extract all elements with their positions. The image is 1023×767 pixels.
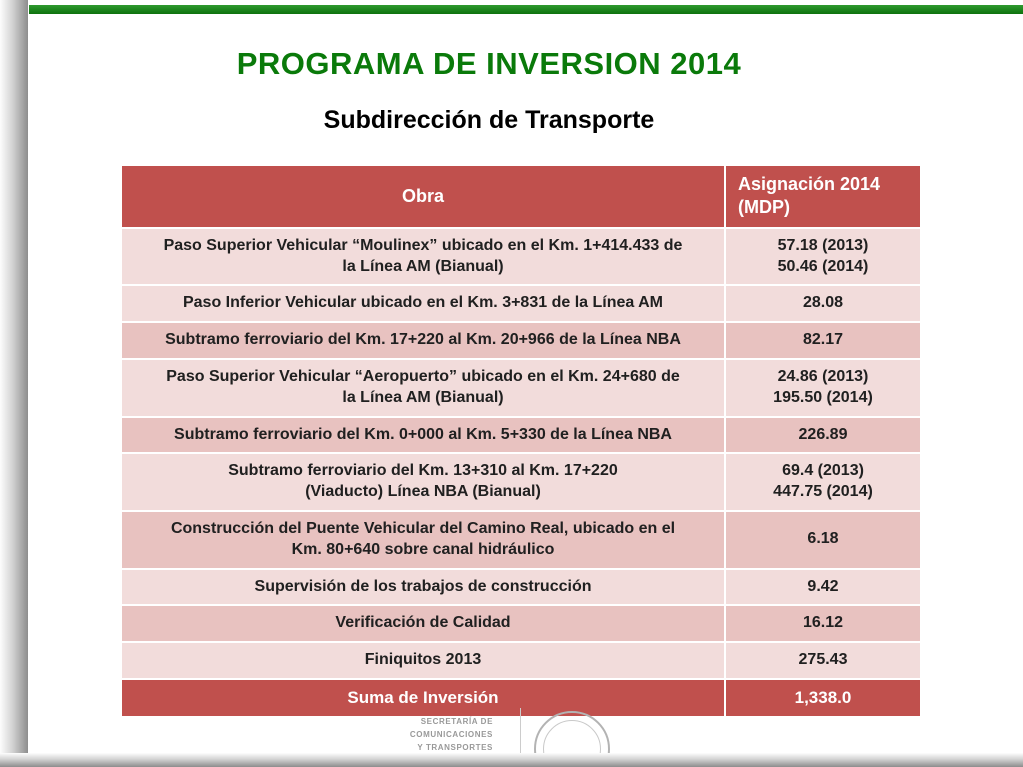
- table-row: Paso Inferior Vehicular ubicado en el Km…: [120, 284, 922, 324]
- sct-logo-text: SECRETARÍA DE COMUNICACIONES Y TRANSPORT…: [409, 717, 493, 752]
- asignacion-cell: 16.12: [724, 604, 922, 644]
- left-gray-bar: [0, 0, 28, 767]
- table-row: Subtramo ferroviario del Km. 17+220 al K…: [120, 321, 922, 360]
- obra-cell: Paso Superior Vehicular “Aeropuerto” ubi…: [120, 357, 726, 418]
- column-header-asignacion: Asignación 2014 (MDP): [724, 164, 922, 229]
- asignacion-cell: 6.18: [724, 509, 922, 570]
- table-row: Paso Superior Vehicular “Aeropuerto” ubi…: [120, 357, 922, 418]
- asignacion-cell: 82.17: [724, 321, 922, 360]
- asignacion-cell: 69.4 (2013) 447.75 (2014): [724, 452, 922, 512]
- total-value-cell: 1,338.0: [724, 677, 922, 719]
- investment-table: Obra Asignación 2014 (MDP) Paso Superior…: [120, 164, 922, 719]
- total-label-cell: Suma de Inversión: [120, 677, 726, 719]
- obra-cell: Verificación de Calidad: [120, 604, 726, 644]
- asignacion-cell: 275.43: [724, 641, 922, 680]
- table-row: Finiquitos 2013 275.43: [120, 641, 922, 680]
- obra-cell: Paso Inferior Vehicular ubicado en el Km…: [120, 284, 726, 324]
- obra-cell: Subtramo ferroviario del Km. 17+220 al K…: [120, 321, 726, 360]
- total-row: Suma de Inversión 1,338.0: [120, 677, 922, 719]
- obra-cell: Paso Superior Vehicular “Moulinex” ubica…: [120, 226, 726, 287]
- asignacion-cell: 9.42: [724, 567, 922, 607]
- asignacion-cell: 57.18 (2013) 50.46 (2014): [724, 226, 922, 287]
- bottom-gray-bar: [0, 753, 1023, 767]
- table-row: Subtramo ferroviario del Km. 13+310 al K…: [120, 452, 922, 512]
- asignacion-cell: 226.89: [724, 415, 922, 455]
- column-header-obra: Obra: [120, 164, 726, 229]
- asignacion-cell: 24.86 (2013) 195.50 (2014): [724, 357, 922, 418]
- table-row: Construcción del Puente Vehicular del Ca…: [120, 509, 922, 570]
- obra-cell: Supervisión de los trabajos de construcc…: [120, 567, 726, 607]
- obra-cell: Finiquitos 2013: [120, 641, 726, 680]
- asignacion-cell: 28.08: [724, 284, 922, 324]
- table-header-row: Obra Asignación 2014 (MDP): [120, 164, 922, 229]
- logo-divider: [520, 708, 521, 758]
- table-row: Paso Superior Vehicular “Moulinex” ubica…: [120, 226, 922, 287]
- slide-title: PROGRAMA DE INVERSION 2014: [236, 46, 742, 81]
- obra-cell: Construcción del Puente Vehicular del Ca…: [120, 509, 726, 570]
- slide-subtitle: Subdirección de Transporte: [323, 106, 655, 134]
- top-green-bar: [29, 5, 1023, 14]
- obra-cell: Subtramo ferroviario del Km. 0+000 al Km…: [120, 415, 726, 455]
- obra-cell: Subtramo ferroviario del Km. 13+310 al K…: [120, 452, 726, 512]
- table-row: Subtramo ferroviario del Km. 0+000 al Km…: [120, 415, 922, 455]
- table-row: Verificación de Calidad 16.12: [120, 604, 922, 644]
- table-row: Supervisión de los trabajos de construcc…: [120, 567, 922, 607]
